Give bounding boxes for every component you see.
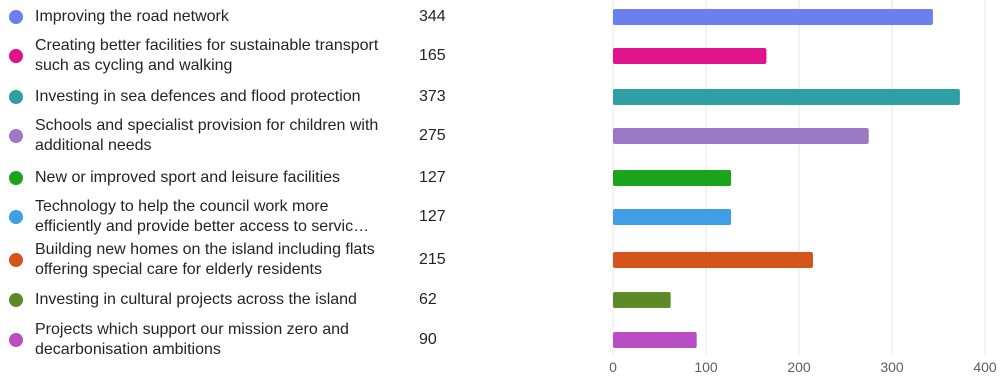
legend-label: Schools and specialist provision for chi… [35,117,379,154]
chart-legend: Improving the road network 344 Creating be… [0,0,470,378]
bar[interactable] [613,209,732,225]
x-tick-label: 100 [694,359,718,375]
x-tick-label: 0 [609,359,617,375]
bar[interactable] [613,252,813,268]
x-tick-label: 300 [880,359,904,375]
legend-dot-icon [9,293,23,307]
bar[interactable] [613,170,732,186]
legend-label: Building new homes on the island includi… [35,241,375,278]
bar[interactable] [613,9,933,25]
legend-value: 127 [419,169,446,186]
x-tick-label: 400 [973,359,997,375]
legend-dot-icon [9,171,23,185]
legend-dot-icon [9,333,23,347]
legend-value: 62 [419,291,437,308]
legend-label: Technology to help the council work more… [35,198,370,235]
legend-dot-icon [9,10,23,24]
x-tick-label: 200 [787,359,811,375]
legend-label: Investing in cultural projects across th… [35,291,357,308]
legend-dot-icon [9,90,23,104]
legend-value: 127 [419,208,446,225]
legend-value: 275 [419,127,446,144]
legend-label: Creating better facilities for sustainab… [35,37,379,74]
legend-value: 373 [419,88,446,105]
bar[interactable] [613,128,869,144]
legend-dot-icon [9,129,23,143]
legend-value: 344 [419,8,446,25]
legend-value: 215 [419,251,446,268]
bar[interactable] [613,332,697,348]
legend-dot-icon [9,49,23,63]
legend-label: Investing in sea defences and flood prot… [35,88,361,105]
legend-dot-icon [9,253,23,267]
bar[interactable] [613,48,767,64]
legend-label: Improving the road network [35,8,229,25]
bar[interactable] [613,89,960,105]
legend-value: 90 [419,331,437,348]
legend-value: 165 [419,47,446,64]
legend-label: Projects which support our mission zero … [35,321,349,358]
legend-label: New or improved sport and leisure facili… [35,169,341,186]
bar[interactable] [613,292,671,308]
legend-dot-icon [9,210,23,224]
